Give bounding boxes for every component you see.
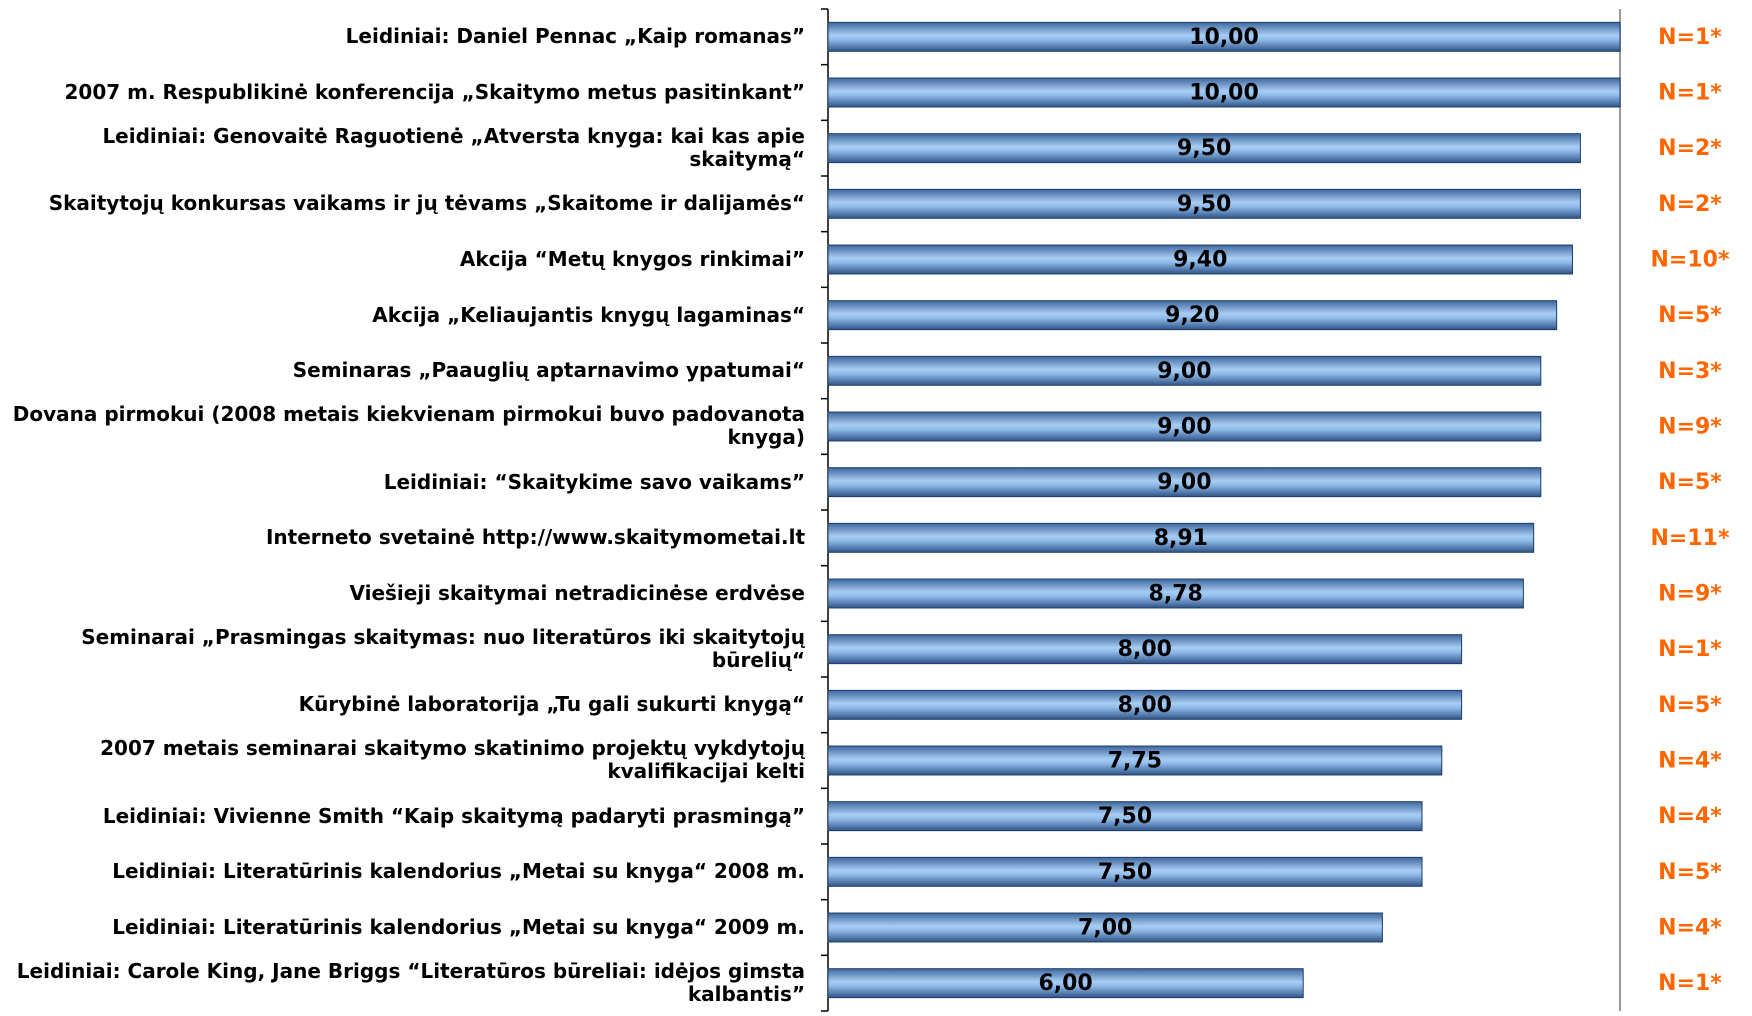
category-label: Leidiniai: Literatūrinis kalendorius „Me… (112, 859, 805, 884)
category-label: Leidiniai: Daniel Pennac „Kaip romanas” (345, 24, 805, 49)
value-label: 9,00 (1157, 470, 1211, 495)
category-label: Kūrybinė laboratorija „Tu gali sukurti k… (298, 692, 805, 717)
sample-size-label: N=1* (1658, 637, 1722, 662)
sample-size-label: N=4* (1658, 916, 1722, 941)
bar (827, 801, 1423, 832)
sample-size-label: N=11* (1651, 526, 1730, 551)
value-label: 7,50 (1098, 860, 1152, 885)
sample-size-label: N=5* (1658, 470, 1722, 495)
category-label: Leidiniai: “Skaitykime savo vaikams” (383, 469, 805, 494)
bar (827, 244, 1573, 275)
bar (827, 912, 1383, 943)
value-label: 8,91 (1154, 526, 1208, 551)
value-label: 8,78 (1149, 582, 1203, 607)
bar (827, 578, 1524, 609)
sample-size-label: N=9* (1658, 582, 1722, 607)
bar (827, 634, 1463, 665)
bar (827, 856, 1423, 887)
bar (827, 300, 1558, 331)
category-label: Skaitytojų konkursas vaikams ir jų tėvam… (48, 191, 805, 216)
category-label: Seminarai „Prasmingas skaitymas: nuo lit… (81, 625, 805, 673)
bar (827, 522, 1535, 553)
bar (827, 355, 1542, 386)
value-label: 10,00 (1189, 81, 1259, 106)
value-label: 9,50 (1177, 136, 1231, 161)
value-label: 6,00 (1038, 971, 1092, 996)
bar (827, 745, 1443, 776)
bar (827, 77, 1621, 108)
sample-size-label: N=1* (1658, 81, 1722, 106)
bar (827, 411, 1542, 442)
value-label: 9,40 (1173, 248, 1227, 273)
category-label: Akcija “Metų knygos rinkimai” (459, 246, 805, 271)
category-label: Interneto svetainė http://www.skaitymome… (265, 525, 805, 550)
sample-size-label: N=2* (1658, 136, 1722, 161)
sample-size-label: N=1* (1658, 25, 1722, 50)
category-label: Leidiniai: Carole King, Jane Briggs “Lit… (16, 959, 805, 1007)
bar (827, 968, 1304, 999)
value-label: 7,50 (1098, 804, 1152, 829)
value-label: 8,00 (1118, 637, 1172, 662)
sample-size-label: N=4* (1658, 749, 1722, 774)
category-label: 2007 m. Respublikinė konferencija „Skait… (64, 79, 805, 104)
bar (827, 467, 1542, 498)
value-label: 8,00 (1118, 693, 1172, 718)
category-label: Leidiniai: Genovaitė Raguotienė „Atverst… (102, 124, 805, 172)
sample-size-label: N=3* (1658, 359, 1722, 384)
category-label: Leidiniai: Vivienne Smith “Kaip skaitymą… (102, 803, 805, 828)
value-label: 9,00 (1157, 359, 1211, 384)
sample-size-label: N=5* (1658, 860, 1722, 885)
bar (827, 689, 1463, 720)
value-label: 10,00 (1189, 25, 1259, 50)
value-label: 9,20 (1165, 303, 1219, 328)
category-label: Viešieji skaitymai netradicinėse erdvėse (349, 580, 805, 605)
category-label: 2007 metais seminarai skaitymo skatinimo… (100, 736, 805, 784)
category-label: Dovana pirmokui (2008 metais kiekvienam … (12, 402, 805, 450)
category-label: Leidiniai: Literatūrinis kalendorius „Me… (112, 914, 805, 939)
value-label: 7,00 (1078, 916, 1132, 941)
sample-size-label: N=9* (1658, 415, 1722, 440)
sample-size-label: N=1* (1658, 971, 1722, 996)
sample-size-label: N=5* (1658, 303, 1722, 328)
bar (827, 133, 1581, 164)
category-label: Seminaras „Paauglių aptarnavimo ypatumai… (292, 358, 805, 383)
sample-size-label: N=2* (1658, 192, 1722, 217)
value-label: 7,75 (1108, 749, 1162, 774)
sample-size-label: N=4* (1658, 804, 1722, 829)
value-label: 9,00 (1157, 415, 1211, 440)
value-label: 9,50 (1177, 192, 1231, 217)
sample-size-label: N=5* (1658, 693, 1722, 718)
bar (827, 21, 1621, 52)
bar (827, 188, 1581, 219)
sample-size-label: N=10* (1651, 248, 1730, 273)
category-label: Akcija „Keliaujantis knygų lagaminas“ (372, 302, 805, 327)
